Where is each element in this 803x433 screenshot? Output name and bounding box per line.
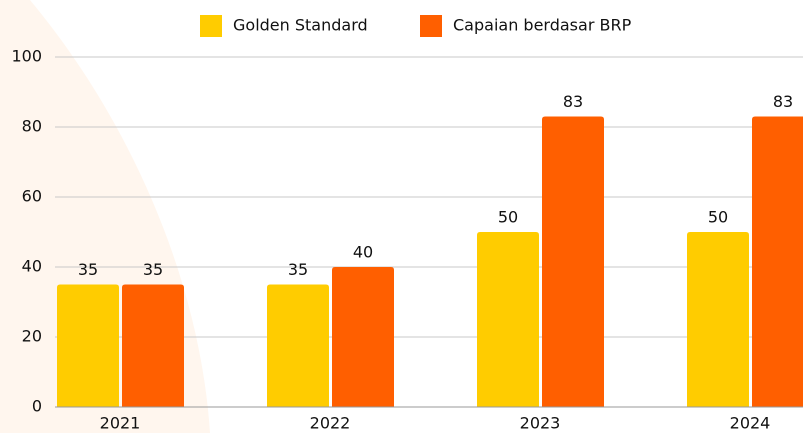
bar [752,116,803,407]
bar [542,116,604,407]
data-label: 50 [708,208,728,227]
x-tick-label: 2024 [730,414,771,433]
y-tick-label: 0 [32,397,42,416]
legend-label: Capaian berdasar BRP [453,16,632,35]
data-label: 40 [353,243,373,262]
legend-swatch [200,15,222,37]
data-label: 35 [288,260,308,279]
bar [267,284,329,407]
y-tick-label: 100 [11,47,42,66]
bar [477,232,539,407]
bar [332,267,394,407]
bar [122,284,184,407]
data-label: 83 [773,92,793,111]
y-tick-label: 80 [22,117,42,136]
data-label: 35 [143,260,163,279]
x-tick-label: 2022 [310,414,351,433]
data-label: 50 [498,208,518,227]
x-tick-label: 2021 [100,414,141,433]
x-tick-label: 2023 [520,414,561,433]
data-label: 83 [563,92,583,111]
y-tick-label: 60 [22,187,42,206]
y-tick-label: 20 [22,327,42,346]
data-label: 35 [78,260,98,279]
y-tick-label: 40 [22,257,42,276]
legend-label: Golden Standard [233,16,368,35]
bar [57,284,119,407]
legend-swatch [420,15,442,37]
bar [687,232,749,407]
